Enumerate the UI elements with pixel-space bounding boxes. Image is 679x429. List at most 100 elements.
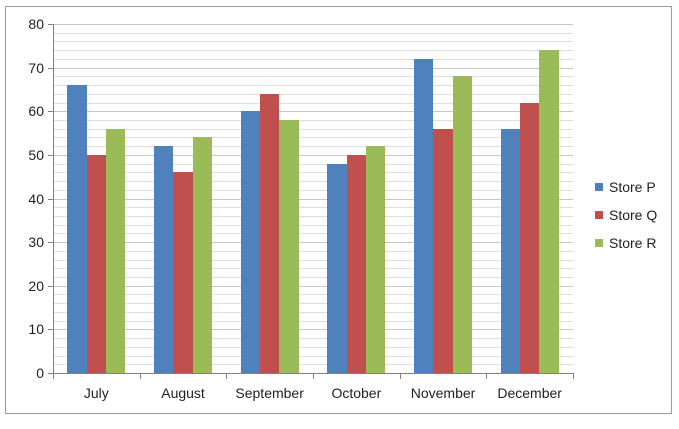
y-tick-label: 30 [28,234,44,251]
gridline [53,50,573,52]
gridline [53,128,573,130]
gridline [53,154,573,156]
gridline [53,67,573,69]
x-axis-tick [486,374,488,379]
legend-item: Store Q [595,205,657,225]
gridline [53,32,573,34]
gridline [53,93,573,95]
y-axis-tick [48,24,53,25]
gridline [53,119,573,121]
gridline [53,111,573,113]
bar-store-p [327,163,347,373]
y-tick-label: 70 [28,59,44,76]
bar-store-r [192,137,212,373]
y-tick-label: 10 [28,321,44,338]
x-axis-line [53,373,574,374]
x-axis-tick [139,374,141,379]
gridline [53,346,573,348]
bar-store-p [240,111,261,374]
gridline [53,224,573,226]
y-tick-label: 60 [28,103,44,120]
legend-label: Store Q [609,207,658,223]
bar-store-p [67,85,87,373]
bar-store-p [154,146,174,373]
bar-store-r [279,120,299,373]
bar-store-r [452,76,472,373]
gridline [53,268,573,270]
legend-label: Store R [609,235,657,251]
gridline [53,250,573,252]
gridline [53,198,573,200]
gridline [53,233,573,235]
legend: Store P Store Q Store R [595,177,657,261]
x-axis-tick [53,374,54,379]
bar-store-q [433,128,453,373]
x-category-label: July [83,385,109,401]
x-axis-tick [226,374,228,379]
bar-store-p [500,128,521,373]
bar-store-r [539,50,559,373]
y-axis-tick [48,67,53,69]
gridline [53,76,573,78]
gridline [53,277,573,279]
gridline [53,163,573,165]
y-tick-label: 0 [36,365,44,381]
y-tick-label: 40 [28,190,44,207]
bar-store-p [414,58,434,373]
y-axis-tick [48,329,53,331]
gridline [53,24,573,25]
gridline [53,355,573,357]
gridline [53,146,573,148]
bar-store-q [520,102,540,373]
y-tick-label: 80 [28,16,44,32]
gridline [53,189,573,191]
gridline [53,58,573,60]
y-axis-line [53,24,54,374]
x-category-label: December [497,385,562,401]
legend-item: Store P [595,177,657,197]
gridline [53,311,573,313]
gridline [53,242,573,244]
gridline [53,329,573,331]
gridline [53,294,573,296]
gridline [53,285,573,287]
y-axis-tick [48,373,53,374]
y-axis-tick [48,242,53,244]
bar-store-q [173,172,193,373]
legend-swatch-icon [595,183,603,191]
gridline [53,41,573,43]
legend-swatch-icon [595,239,603,247]
y-axis-tick [48,111,53,113]
gridline [53,259,573,261]
legend-item: Store R [595,233,657,253]
gridline [53,207,573,209]
x-axis-tick [573,374,574,379]
gridline [53,364,573,366]
gridline [53,172,573,174]
gridline [53,85,573,87]
x-category-label: August [161,385,205,401]
y-axis-tick [48,285,53,287]
gridline [53,215,573,217]
legend-label: Store P [609,179,656,195]
bar-store-q [86,154,106,373]
gridline [53,320,573,322]
x-axis-tick [399,374,401,379]
gridline [53,303,573,305]
y-tick-label: 20 [28,277,44,294]
gridline [53,102,573,104]
y-axis-tick [48,198,53,200]
y-axis-tick [48,154,53,156]
x-category-label: October [331,385,382,401]
gridline [53,181,573,183]
y-tick-label: 50 [28,146,44,163]
bar-store-q [260,93,280,373]
gridline [53,338,573,340]
bar-store-r [366,146,386,373]
x-category-label: November [410,385,476,401]
